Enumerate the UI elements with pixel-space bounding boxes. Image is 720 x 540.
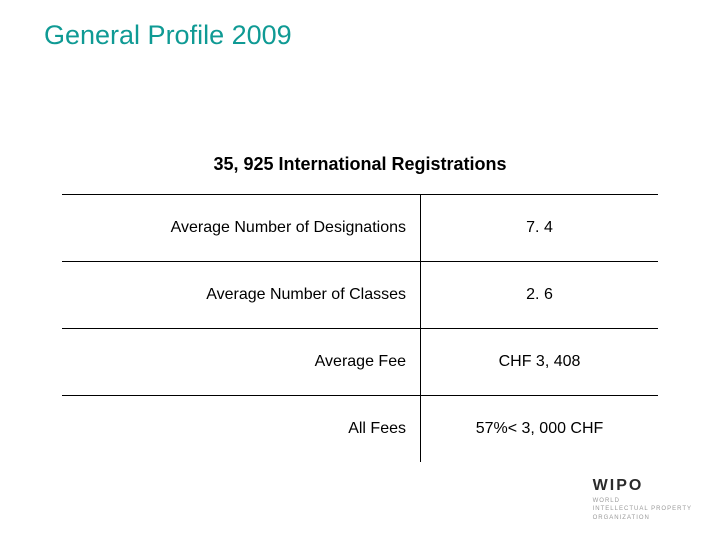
wipo-logo: WIPO WORLD INTELLECTUAL PROPERTY ORGANIZ… (593, 477, 692, 522)
stats-table: Average Number of Designations 7. 4 Aver… (62, 194, 658, 462)
table-row: All Fees 57%< 3, 000 CHF (62, 396, 658, 463)
row-value: 57%< 3, 000 CHF (421, 396, 659, 463)
row-label: All Fees (62, 396, 421, 463)
slide-title: General Profile 2009 (44, 20, 292, 51)
registrations-subtitle: 35, 925 International Registrations (0, 154, 720, 175)
row-value: CHF 3, 408 (421, 329, 659, 396)
table-row: Average Fee CHF 3, 408 (62, 329, 658, 396)
row-label: Average Fee (62, 329, 421, 396)
row-label: Average Number of Classes (62, 262, 421, 329)
table-row: Average Number of Classes 2. 6 (62, 262, 658, 329)
row-value: 2. 6 (421, 262, 659, 329)
wipo-logo-main: WIPO (593, 477, 692, 495)
table-row: Average Number of Designations 7. 4 (62, 195, 658, 262)
wipo-logo-sub: WORLD INTELLECTUAL PROPERTY ORGANIZATION (593, 497, 692, 522)
slide: General Profile 2009 35, 925 Internation… (0, 0, 720, 540)
row-value: 7. 4 (421, 195, 659, 262)
row-label: Average Number of Designations (62, 195, 421, 262)
